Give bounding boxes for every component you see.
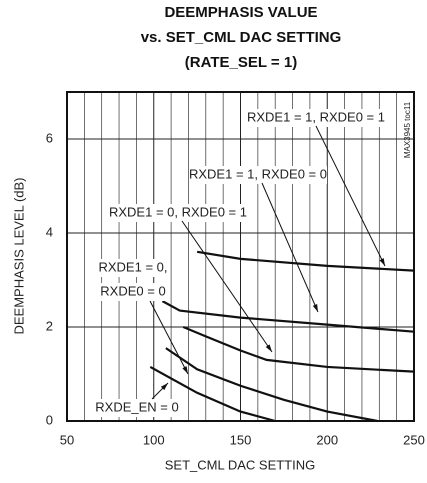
x-tick-label: 250 (403, 432, 425, 447)
arrow-head (182, 366, 188, 374)
side-note: MAX3945 toc11 (403, 101, 412, 158)
data-line (149, 365, 276, 423)
plot-frame (66, 91, 415, 422)
annotation-arrow (261, 182, 319, 313)
data-line (196, 250, 415, 272)
y-tick-label: 0 (46, 412, 53, 427)
x-tick-label: 200 (316, 432, 338, 447)
arrow-head (312, 304, 318, 312)
chart-title: (RATE_SEL = 1) (185, 54, 297, 71)
annotation: RXDE1 = 0, (98, 259, 167, 274)
annotation-bg (247, 109, 385, 127)
y-axis-label: DEEMPHASIS LEVEL (dB) (11, 177, 26, 334)
annotation: RXDE1 = 1, RXDE0 = 1 (247, 109, 385, 124)
x-axis-label: SET_CML DAC SETTING (165, 457, 315, 472)
arrow-head (160, 383, 168, 391)
annotation-bg (97, 259, 169, 277)
data-line (165, 347, 378, 423)
chart-title: vs. SET_CML DAC SETTING (141, 29, 342, 46)
annotation-bg (189, 166, 327, 184)
annotation: RXDE1 = 0, RXDE0 = 1 (109, 204, 247, 219)
annotation: RXDE1 = 1, RXDE0 = 0 (189, 166, 327, 181)
x-tick-label: 150 (230, 432, 252, 447)
annotation-bg (97, 399, 177, 417)
annotation-bg (109, 204, 247, 222)
arrow-head (379, 258, 385, 266)
annotation: RXDE0 = 0 (100, 283, 165, 298)
y-tick-label: 6 (46, 130, 53, 145)
x-tick-label: 50 (60, 432, 74, 447)
arrow-head (265, 344, 272, 352)
annotation-arrow (315, 125, 386, 267)
annotation-arrow (181, 220, 273, 353)
y-tick-label: 4 (46, 224, 53, 239)
x-tick-label: 100 (143, 432, 165, 447)
data-line (161, 300, 415, 333)
chart-title: DEEMPHASIS VALUE (164, 4, 317, 21)
annotation: RXDE_EN = 0 (95, 399, 178, 414)
y-tick-label: 2 (46, 318, 53, 333)
annotation-arrow (149, 300, 189, 375)
data-line (182, 325, 415, 373)
annotation-bg (100, 283, 166, 301)
